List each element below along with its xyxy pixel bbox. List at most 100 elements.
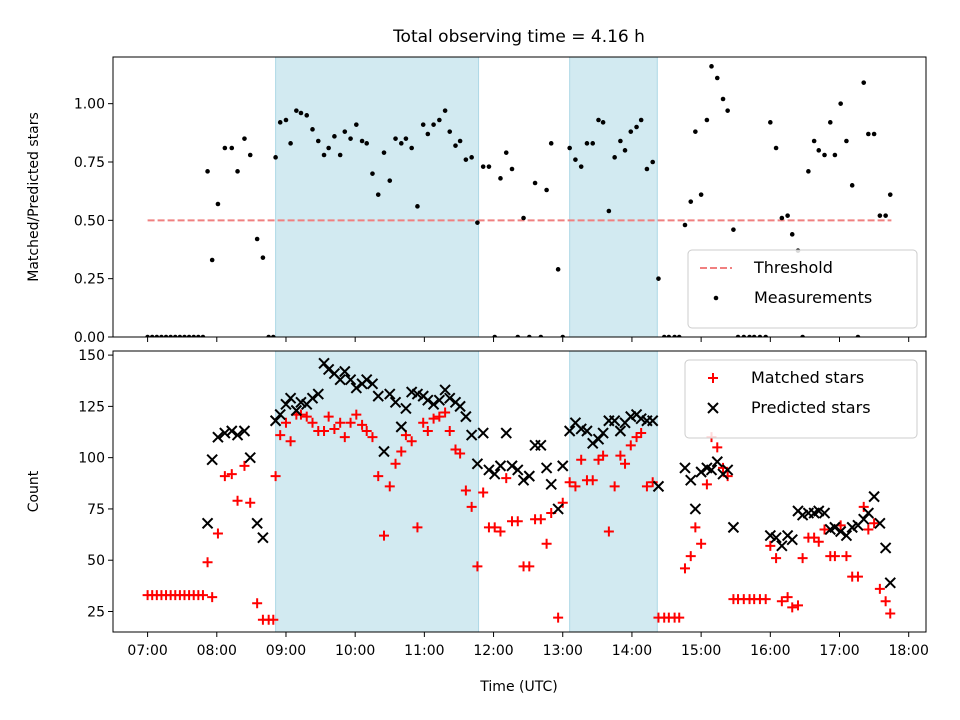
matched-stars-point xyxy=(541,538,552,549)
predicted-stars-point xyxy=(284,392,297,404)
measurements-point xyxy=(806,169,811,174)
predicted-stars-point xyxy=(395,421,408,433)
matched-stars-point xyxy=(472,561,483,572)
predicted-stars-point xyxy=(840,529,853,542)
matched-stars-point xyxy=(197,590,208,601)
matched-stars-point xyxy=(361,425,372,436)
legend-label: Threshold xyxy=(753,258,833,277)
measurements-point xyxy=(618,138,623,144)
measurements-point xyxy=(544,187,549,193)
measurements-point xyxy=(811,138,817,144)
y-tick-label: 150 xyxy=(78,348,105,364)
measurements-point xyxy=(532,180,538,186)
matched-stars-point xyxy=(792,600,803,611)
predicted-stars-point xyxy=(251,517,263,529)
matched-stars-point xyxy=(690,522,701,533)
measurements-point xyxy=(827,120,833,125)
measurements-point xyxy=(747,334,752,337)
predicted-stars-point xyxy=(226,425,238,437)
predicted-stars-point xyxy=(201,517,214,529)
legend-label: Matched stars xyxy=(751,368,864,387)
predicted-stars-point xyxy=(592,433,605,445)
matched-stars-point xyxy=(434,411,445,422)
predicted-stars-point xyxy=(727,521,740,534)
x-tick-label: 15:00 xyxy=(681,643,721,659)
predicted-stars-point xyxy=(372,390,384,402)
y-tick-label: 1.00 xyxy=(74,97,105,113)
measurements-point xyxy=(375,192,381,197)
matched-stars-point xyxy=(252,598,263,609)
measurements-point xyxy=(222,145,228,151)
measurements-point xyxy=(149,334,155,337)
matched-stars-point xyxy=(869,518,880,529)
measurements-point xyxy=(622,148,628,153)
matched-stars-point xyxy=(460,485,471,496)
measurements-point xyxy=(398,141,404,146)
measurements-point xyxy=(453,143,458,148)
matched-stars-point xyxy=(478,487,489,498)
predicted-stars-point xyxy=(862,507,875,519)
predicted-stars-point xyxy=(219,427,231,439)
measurements-point xyxy=(560,334,566,337)
predicted-stars-point xyxy=(608,415,621,427)
matched-stars-point xyxy=(373,471,384,482)
measurements-point xyxy=(288,141,293,146)
measurements-point xyxy=(883,213,888,218)
predicted-stars-point xyxy=(506,460,518,472)
legend: Threshold Measurements xyxy=(687,249,918,329)
y-axis-label: Count xyxy=(26,470,42,512)
predicted-stars-point xyxy=(488,468,501,480)
measurements-point xyxy=(709,64,714,69)
matched-stars-point xyxy=(396,446,407,457)
y-tick-label: 0.25 xyxy=(74,272,105,288)
measurements-point xyxy=(666,334,672,337)
predicted-stars-point xyxy=(818,507,831,519)
predicted-stars-point xyxy=(874,517,886,529)
measurements-point xyxy=(159,334,164,337)
measurements-point xyxy=(682,222,688,228)
measurements-point xyxy=(273,155,278,160)
measurements-point xyxy=(354,122,359,127)
measurements-point xyxy=(672,334,677,337)
predicted-stars-point xyxy=(454,400,466,413)
matched-stars-point xyxy=(819,524,830,535)
measurements-point xyxy=(725,108,730,113)
matched-stars-point xyxy=(379,530,389,541)
measurements-point xyxy=(425,131,431,137)
measurements-point xyxy=(698,192,704,197)
matched-stars-point xyxy=(275,430,286,441)
matched-stars-point xyxy=(390,458,401,469)
matched-stars-point xyxy=(207,592,218,603)
predicted-stars-point xyxy=(614,425,627,437)
measurements-point xyxy=(298,110,304,116)
matched-stars-point xyxy=(787,602,798,613)
matched-stars-point xyxy=(587,475,598,486)
legend-box xyxy=(687,249,918,329)
measurements-point xyxy=(442,108,448,113)
measurements-point xyxy=(503,150,509,155)
measurements-point xyxy=(145,334,150,337)
predicted-stars-point xyxy=(770,531,782,544)
measurements-point xyxy=(763,334,769,337)
matched-stars-point xyxy=(615,450,626,461)
measurements-point xyxy=(359,138,365,144)
measurements-point xyxy=(168,334,173,337)
matched-stars-point xyxy=(598,450,609,461)
measurements-point xyxy=(229,145,235,151)
measurements-point xyxy=(177,334,183,337)
predicted-stars-point xyxy=(540,462,553,474)
predicted-stars-point xyxy=(721,464,734,476)
measurements-point xyxy=(283,117,289,123)
predicted-stars-point xyxy=(344,374,357,386)
matched-stars-point xyxy=(863,524,874,535)
matched-stars-point xyxy=(874,583,885,594)
predicted-stars-point xyxy=(834,525,847,538)
measurements-point xyxy=(688,199,694,204)
predicted-stars-point xyxy=(427,398,440,411)
y-tick-label: 50 xyxy=(87,553,105,569)
measurements-point xyxy=(387,178,393,183)
matched-stars-point xyxy=(495,526,506,537)
matched-stars-point xyxy=(797,553,808,564)
predicted-stars-point xyxy=(257,531,269,544)
x-tick-label: 07:00 xyxy=(127,643,167,659)
